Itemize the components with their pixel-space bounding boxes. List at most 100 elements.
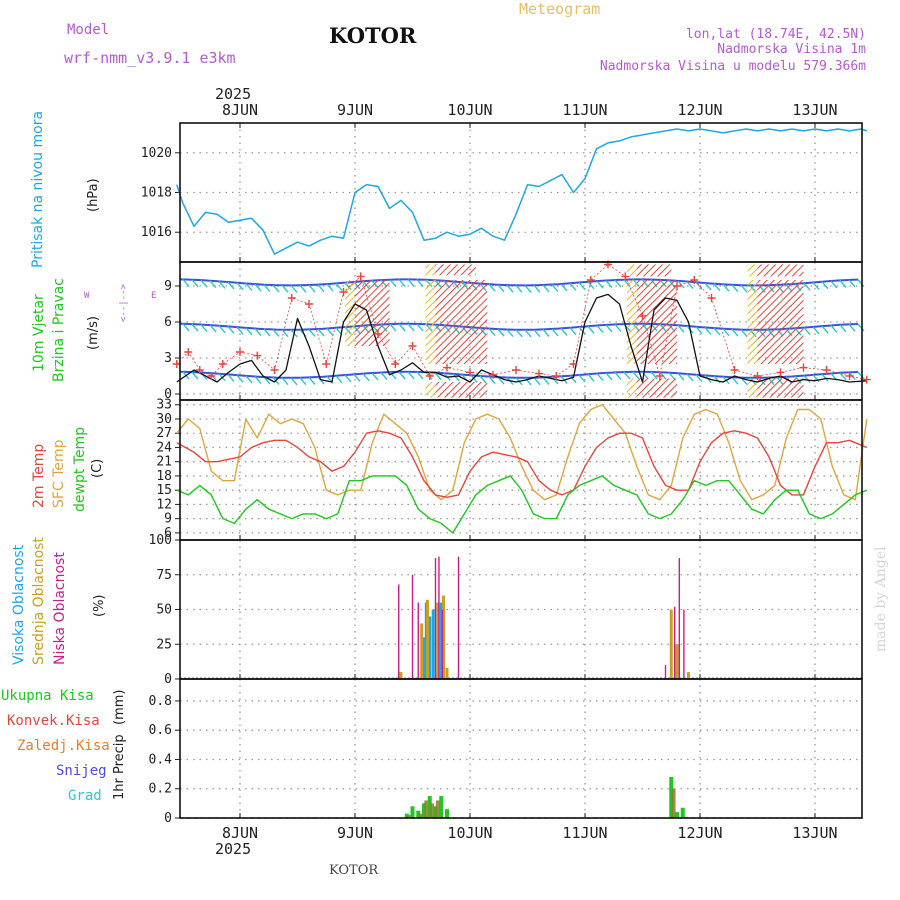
wind-barb [857, 279, 865, 288]
coords-label: lon,lat (18.74E, 42.5N) [686, 27, 866, 42]
wind-barb [407, 278, 415, 287]
panel-precip: 0 0.2 0.4 0.6 0.8 [149, 679, 862, 826]
cloud-unit: (%) [92, 595, 107, 618]
wind-gust-marker [862, 375, 871, 384]
mid-cloud-bar [436, 602, 440, 679]
wind-barb [533, 284, 541, 293]
top-day-label: 12JUN [677, 101, 722, 119]
wind-barb [236, 326, 244, 335]
wind-barb [452, 373, 460, 382]
wind-barb [416, 323, 424, 332]
y-tick-label: 0 [164, 811, 172, 826]
wind-barbs-transition [626, 264, 637, 277]
wind-barb [524, 284, 532, 293]
wind-barb [821, 281, 829, 290]
mid-cloud-bar [445, 667, 449, 679]
wind-barbs-transition [626, 378, 637, 398]
top-day-label: 9JUN [337, 101, 373, 119]
wind-gust-marker [690, 276, 699, 284]
wind-barb [695, 326, 703, 335]
wind-barb [704, 282, 712, 291]
y-tick-label: 25 [156, 637, 172, 652]
temp-unit: (C) [90, 459, 105, 478]
wind-barb [830, 280, 838, 289]
panel-wind: 0 3 6 9 [164, 260, 871, 402]
strong-wind-barbs [636, 280, 677, 364]
high-cloud-bar [431, 609, 435, 679]
y-tick-label: 9 [164, 279, 172, 294]
wind-barb [218, 280, 226, 289]
bottom-day-label: 8JUN [222, 824, 258, 842]
wind-barb [587, 373, 595, 382]
wind-gust-marker [207, 372, 216, 380]
wind-gust-marker [391, 360, 400, 368]
wind-barb [335, 282, 343, 291]
compass-arrow: <--|--> [119, 283, 129, 322]
wind-barb [623, 371, 631, 380]
wind-gust-marker [673, 282, 681, 290]
legend-ice: Zaledj.Kisa [17, 738, 110, 754]
wind-gust-marker [621, 272, 630, 281]
wind-barb [344, 374, 352, 383]
wind-gust-marker [425, 372, 434, 380]
wind-gust-marker [552, 372, 561, 380]
bottom-day-label: 9JUN [337, 824, 373, 842]
wind-barb [299, 284, 307, 293]
top-day-label: 13JUN [792, 101, 837, 119]
bottom-year-label: 2025 [215, 840, 251, 858]
wind-barb [335, 375, 343, 384]
y-tick-label: 33 [156, 398, 172, 413]
low-cloud-label: Niska Oblacnost [52, 552, 68, 665]
low-cloud-bar [411, 574, 414, 679]
total-precip-bar [675, 812, 679, 818]
wind-barb [803, 375, 811, 384]
y-tick-label: 0.2 [149, 782, 172, 797]
wind-barb [650, 371, 658, 380]
low-cloud-bar [674, 606, 676, 679]
bottom-day-label: 12JUN [677, 824, 722, 842]
y-tick-label: 27 [156, 426, 172, 441]
wind-barbs-transition [425, 382, 436, 398]
y-tick-label: 12 [156, 497, 172, 512]
wind-barb [308, 376, 316, 385]
wind-barb [182, 279, 190, 287]
convective-precip-bar [430, 803, 435, 818]
wind-barb [812, 326, 820, 335]
wind-barb [191, 279, 199, 288]
wind-barb [560, 327, 568, 336]
model-label: Model [67, 22, 109, 38]
wind-gust-marker [270, 366, 279, 374]
wind-barb [803, 327, 811, 336]
pressure-line [176, 128, 868, 255]
sfc-label: SFC Temp [51, 439, 67, 508]
wind-barb [542, 328, 550, 337]
y-tick-label: 3 [164, 351, 172, 366]
total-precip-bar [422, 803, 426, 818]
wind-barb [290, 284, 298, 293]
wind-barb [506, 284, 514, 293]
pressure-unit: (hPa) [86, 178, 101, 212]
wind-barb [686, 281, 694, 290]
wind-gust-marker [374, 330, 382, 338]
wind-barb [200, 324, 208, 333]
wind-barb [695, 374, 703, 383]
strong-wind-barbs [435, 382, 488, 398]
wind-barb [551, 284, 559, 292]
wind-barb [695, 281, 703, 290]
wind-barb [488, 283, 496, 292]
wind-barb [317, 328, 325, 337]
wind-barb [587, 281, 595, 290]
wind-barb [740, 284, 748, 293]
wind-barb [740, 329, 748, 338]
wind-barb [245, 327, 253, 336]
wind-barb [236, 374, 244, 383]
wind-barb [722, 328, 730, 337]
wind-barb [434, 372, 442, 381]
wind-gust-marker [638, 312, 647, 320]
wind-gust-marker [305, 300, 313, 308]
legend-total: Ukupna Kisa [1, 688, 94, 704]
low-cloud-bar [457, 556, 460, 679]
legend-convective: Konvek.Kisa [7, 713, 100, 729]
panel-pressure: 1016 1018 1020 [141, 123, 868, 262]
y-tick-label: 50 [156, 603, 172, 618]
